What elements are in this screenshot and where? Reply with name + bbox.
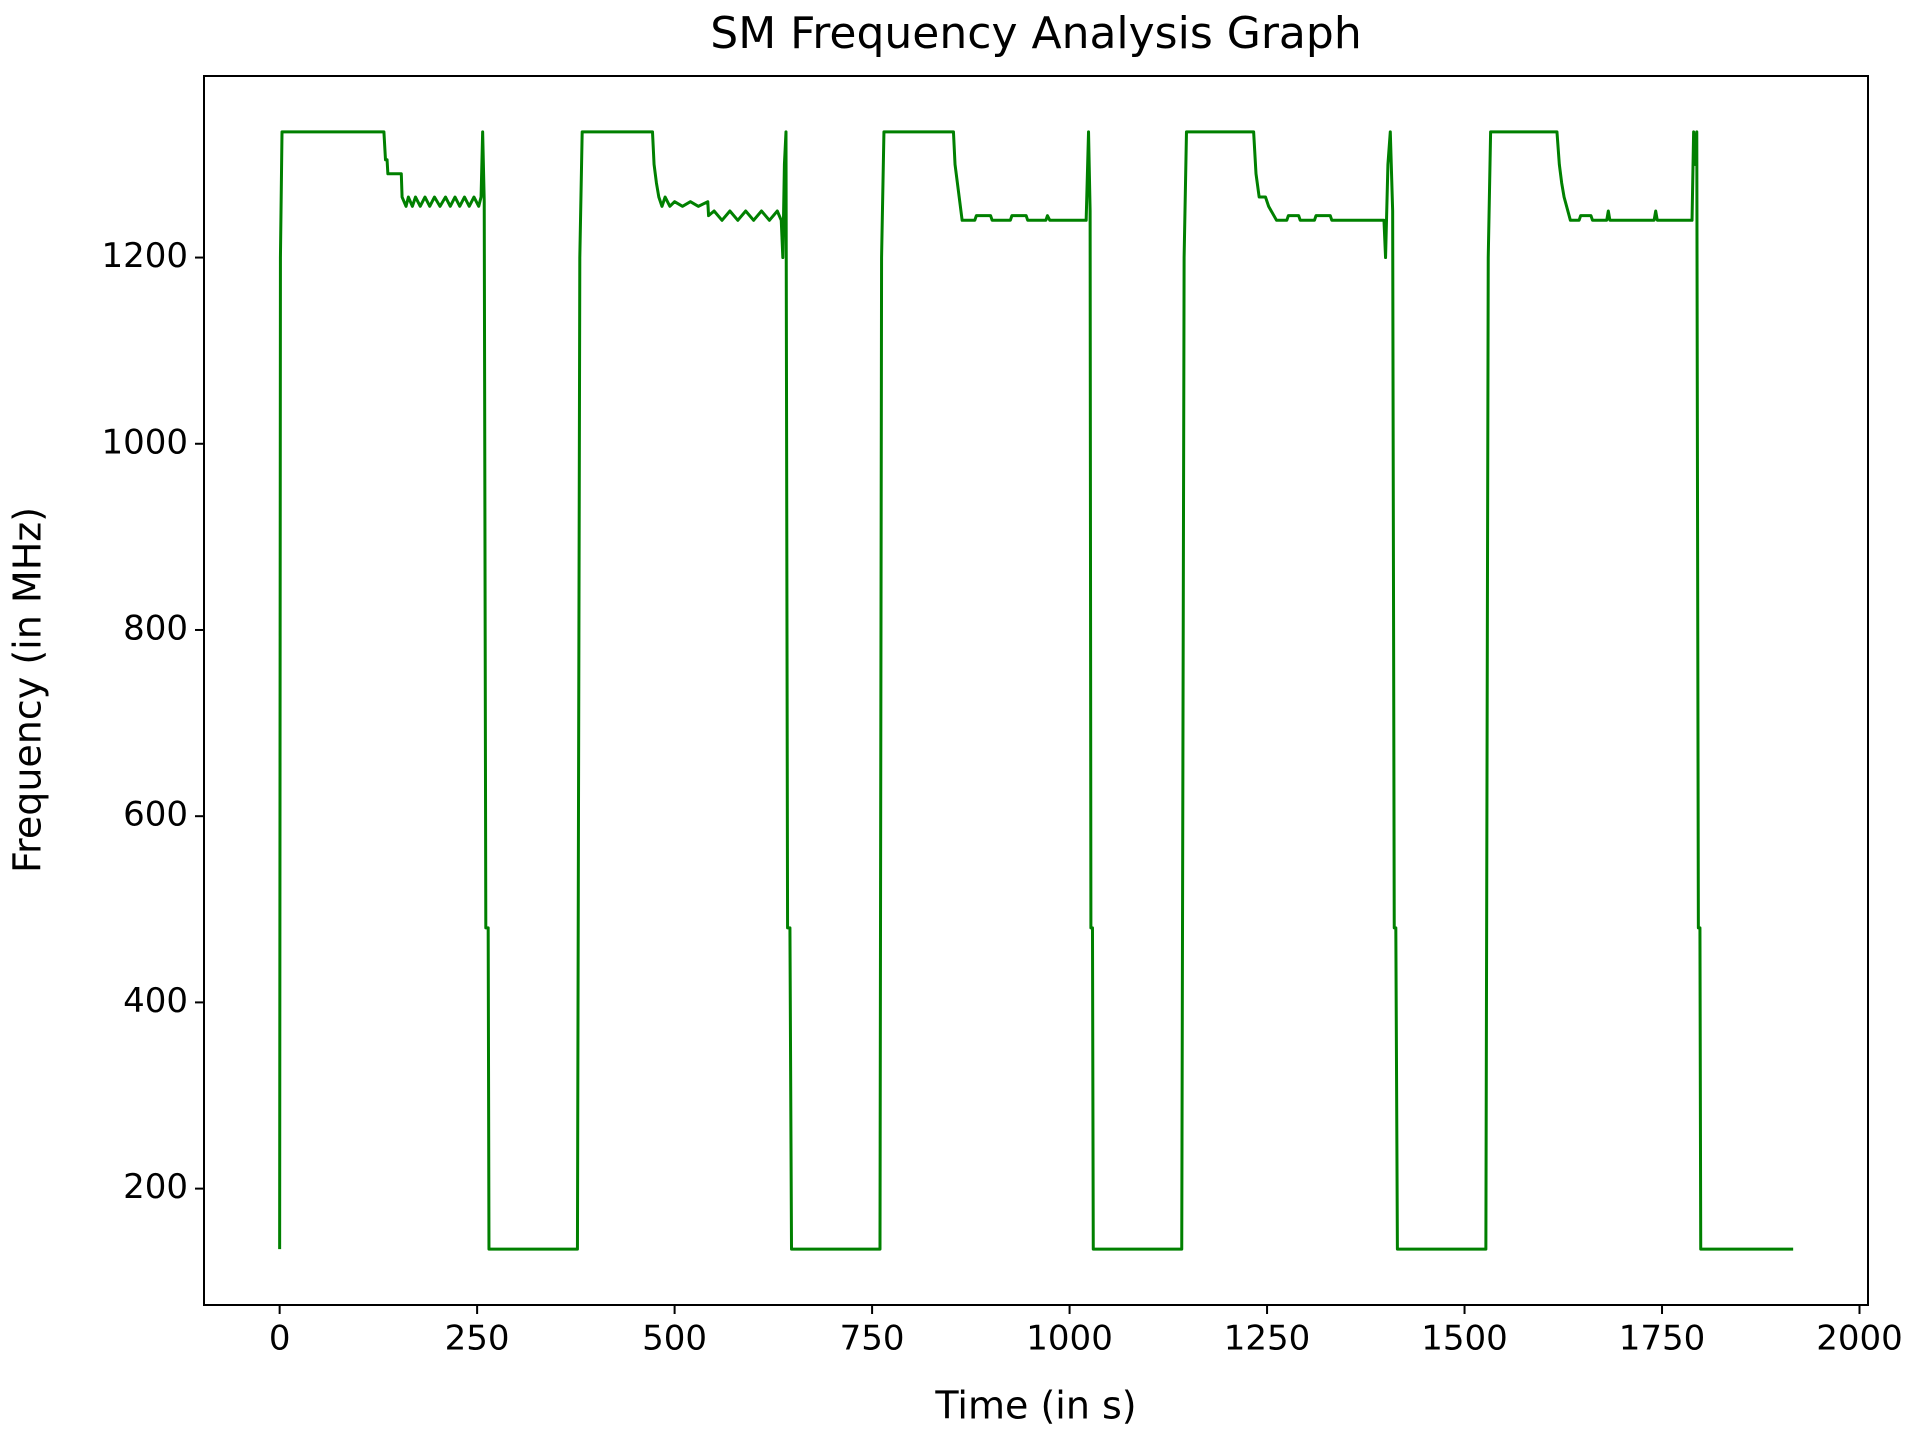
- x-tick-label: 1500: [1421, 1319, 1508, 1359]
- y-tick-label: 600: [123, 795, 188, 835]
- x-tick-label: 2000: [1816, 1319, 1903, 1359]
- plot-frame: [203, 75, 1869, 1306]
- x-tick-label: 750: [840, 1319, 905, 1359]
- y-tick-label: 400: [123, 981, 188, 1021]
- chart-title: SM Frequency Analysis Graph: [710, 8, 1361, 59]
- y-tick-label: 800: [123, 608, 188, 648]
- y-tick-label: 1000: [101, 422, 188, 462]
- y-tick-label: 1200: [101, 236, 188, 276]
- y-tick-label: 200: [123, 1167, 188, 1207]
- x-tick-label: 250: [445, 1319, 510, 1359]
- x-tick-label: 1750: [1619, 1319, 1706, 1359]
- x-axis-label: Time (in s): [934, 1384, 1136, 1428]
- x-tick-label: 0: [269, 1319, 291, 1359]
- x-tick-label: 1250: [1224, 1319, 1311, 1359]
- y-axis-label: Frequency (in MHz): [6, 507, 50, 873]
- data-line: [278, 130, 1794, 1251]
- x-tick-label: 1000: [1026, 1319, 1113, 1359]
- x-tick-label: 500: [642, 1319, 707, 1359]
